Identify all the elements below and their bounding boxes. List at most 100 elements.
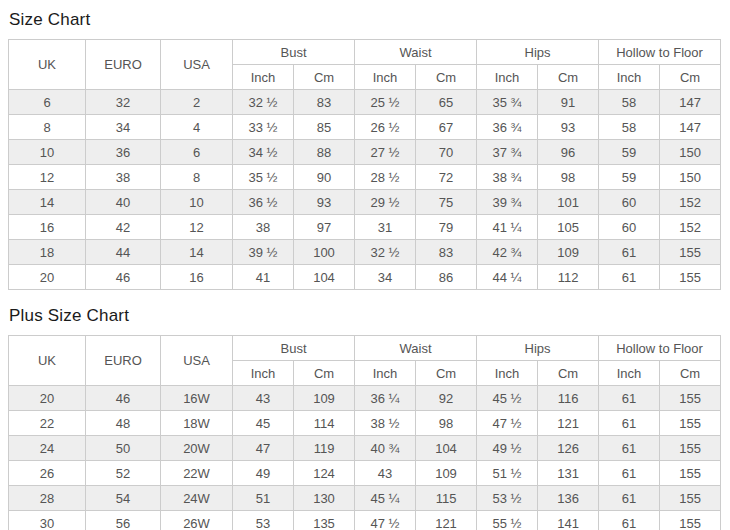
table-cell: 53 ½ [477,486,538,511]
table-cell: 105 [538,215,599,240]
table-cell: 61 [599,511,660,530]
table-cell: 85 [294,115,355,140]
table-cell: 37 ¾ [477,140,538,165]
header-row-groups: UKEUROUSABustWaistHipsHollow to Floor [9,336,721,361]
table-cell: 92 [416,386,477,411]
group-header-hips: Hips [477,40,599,65]
table-row: 245020W4711940 ¾10449 ½12661155 [9,436,721,461]
sub-header-hollow-to-floor-inch: Inch [599,361,660,386]
group-header-hips: Hips [477,336,599,361]
table-cell: 16 [9,215,86,240]
table-cell: 42 ¾ [477,240,538,265]
table-cell: 2 [161,90,233,115]
table-cell: 31 [355,215,416,240]
table-cell: 6 [9,90,86,115]
sub-header-hollow-to-floor-cm: Cm [660,361,721,386]
column-header-usa: USA [161,336,233,386]
table-cell: 61 [599,386,660,411]
table-cell: 41 [233,265,294,290]
table-cell: 155 [660,486,721,511]
table-cell: 72 [416,165,477,190]
table-cell: 155 [660,511,721,530]
table-cell: 83 [416,240,477,265]
column-header-uk: UK [9,40,86,90]
group-header-bust: Bust [233,336,355,361]
table-row: 632232 ½8325 ½6535 ¾9158147 [9,90,721,115]
table-cell: 60 [599,190,660,215]
table-cell: 41 ¼ [477,215,538,240]
table-row: 1642123897317941 ¼10560152 [9,215,721,240]
size-chart-title: Size Chart [8,6,722,39]
table-cell: 79 [416,215,477,240]
table-cell: 42 [86,215,161,240]
table-cell: 39 ¾ [477,190,538,215]
table-cell: 70 [416,140,477,165]
sub-header-bust-cm: Cm [294,361,355,386]
table-cell: 126 [538,436,599,461]
table-cell: 47 ½ [477,411,538,436]
table-cell: 61 [599,436,660,461]
table-cell: 155 [660,411,721,436]
group-header-waist: Waist [355,336,477,361]
table-cell: 155 [660,240,721,265]
table-cell: 26W [161,511,233,530]
table-cell: 28 [9,486,86,511]
table-cell: 109 [416,461,477,486]
table-cell: 121 [416,511,477,530]
table-cell: 130 [294,486,355,511]
table-cell: 26 ½ [355,115,416,140]
table-cell: 35 ½ [233,165,294,190]
table-cell: 55 ½ [477,511,538,530]
sub-header-hollow-to-floor-cm: Cm [660,65,721,90]
table-cell: 44 ¼ [477,265,538,290]
table-cell: 61 [599,265,660,290]
table-cell: 40 [86,190,161,215]
table-cell: 48 [86,411,161,436]
table-cell: 29 ½ [355,190,416,215]
table-cell: 46 [86,265,161,290]
table-cell: 36 ½ [233,190,294,215]
table-cell: 67 [416,115,477,140]
table-cell: 61 [599,240,660,265]
plus-size-chart-section: Plus Size Chart UKEUROUSABustWaistHipsHo… [8,290,722,530]
table-cell: 88 [294,140,355,165]
table-cell: 20W [161,436,233,461]
table-cell: 39 ½ [233,240,294,265]
table-cell: 49 [233,461,294,486]
table-row: 18441439 ½10032 ½8342 ¾10961155 [9,240,721,265]
table-cell: 10 [9,140,86,165]
table-cell: 59 [599,165,660,190]
table-cell: 14 [161,240,233,265]
table-cell: 14 [9,190,86,215]
table-cell: 56 [86,511,161,530]
table-cell: 98 [538,165,599,190]
table-cell: 47 [233,436,294,461]
table-cell: 93 [294,190,355,215]
table-cell: 34 [355,265,416,290]
table-row: 20461641104348644 ¼11261155 [9,265,721,290]
sub-header-hips-cm: Cm [538,361,599,386]
table-cell: 33 ½ [233,115,294,140]
table-cell: 26 [9,461,86,486]
table-row: 834433 ½8526 ½6736 ¾9358147 [9,115,721,140]
table-cell: 96 [538,140,599,165]
table-cell: 24 [9,436,86,461]
table-cell: 18W [161,411,233,436]
table-cell: 16 [161,265,233,290]
table-cell: 115 [416,486,477,511]
sub-header-waist-inch: Inch [355,361,416,386]
size-chart-table: UKEUROUSABustWaistHipsHollow to FloorInc… [8,39,721,290]
table-cell: 155 [660,436,721,461]
table-cell: 4 [161,115,233,140]
table-cell: 10 [161,190,233,215]
table-cell: 20 [9,386,86,411]
table-cell: 38 ½ [355,411,416,436]
table-cell: 121 [538,411,599,436]
table-cell: 119 [294,436,355,461]
table-cell: 135 [294,511,355,530]
plus-size-chart-table: UKEUROUSABustWaistHipsHollow to FloorInc… [8,335,721,530]
table-cell: 155 [660,265,721,290]
column-header-usa: USA [161,40,233,90]
table-cell: 45 ½ [477,386,538,411]
table-cell: 112 [538,265,599,290]
